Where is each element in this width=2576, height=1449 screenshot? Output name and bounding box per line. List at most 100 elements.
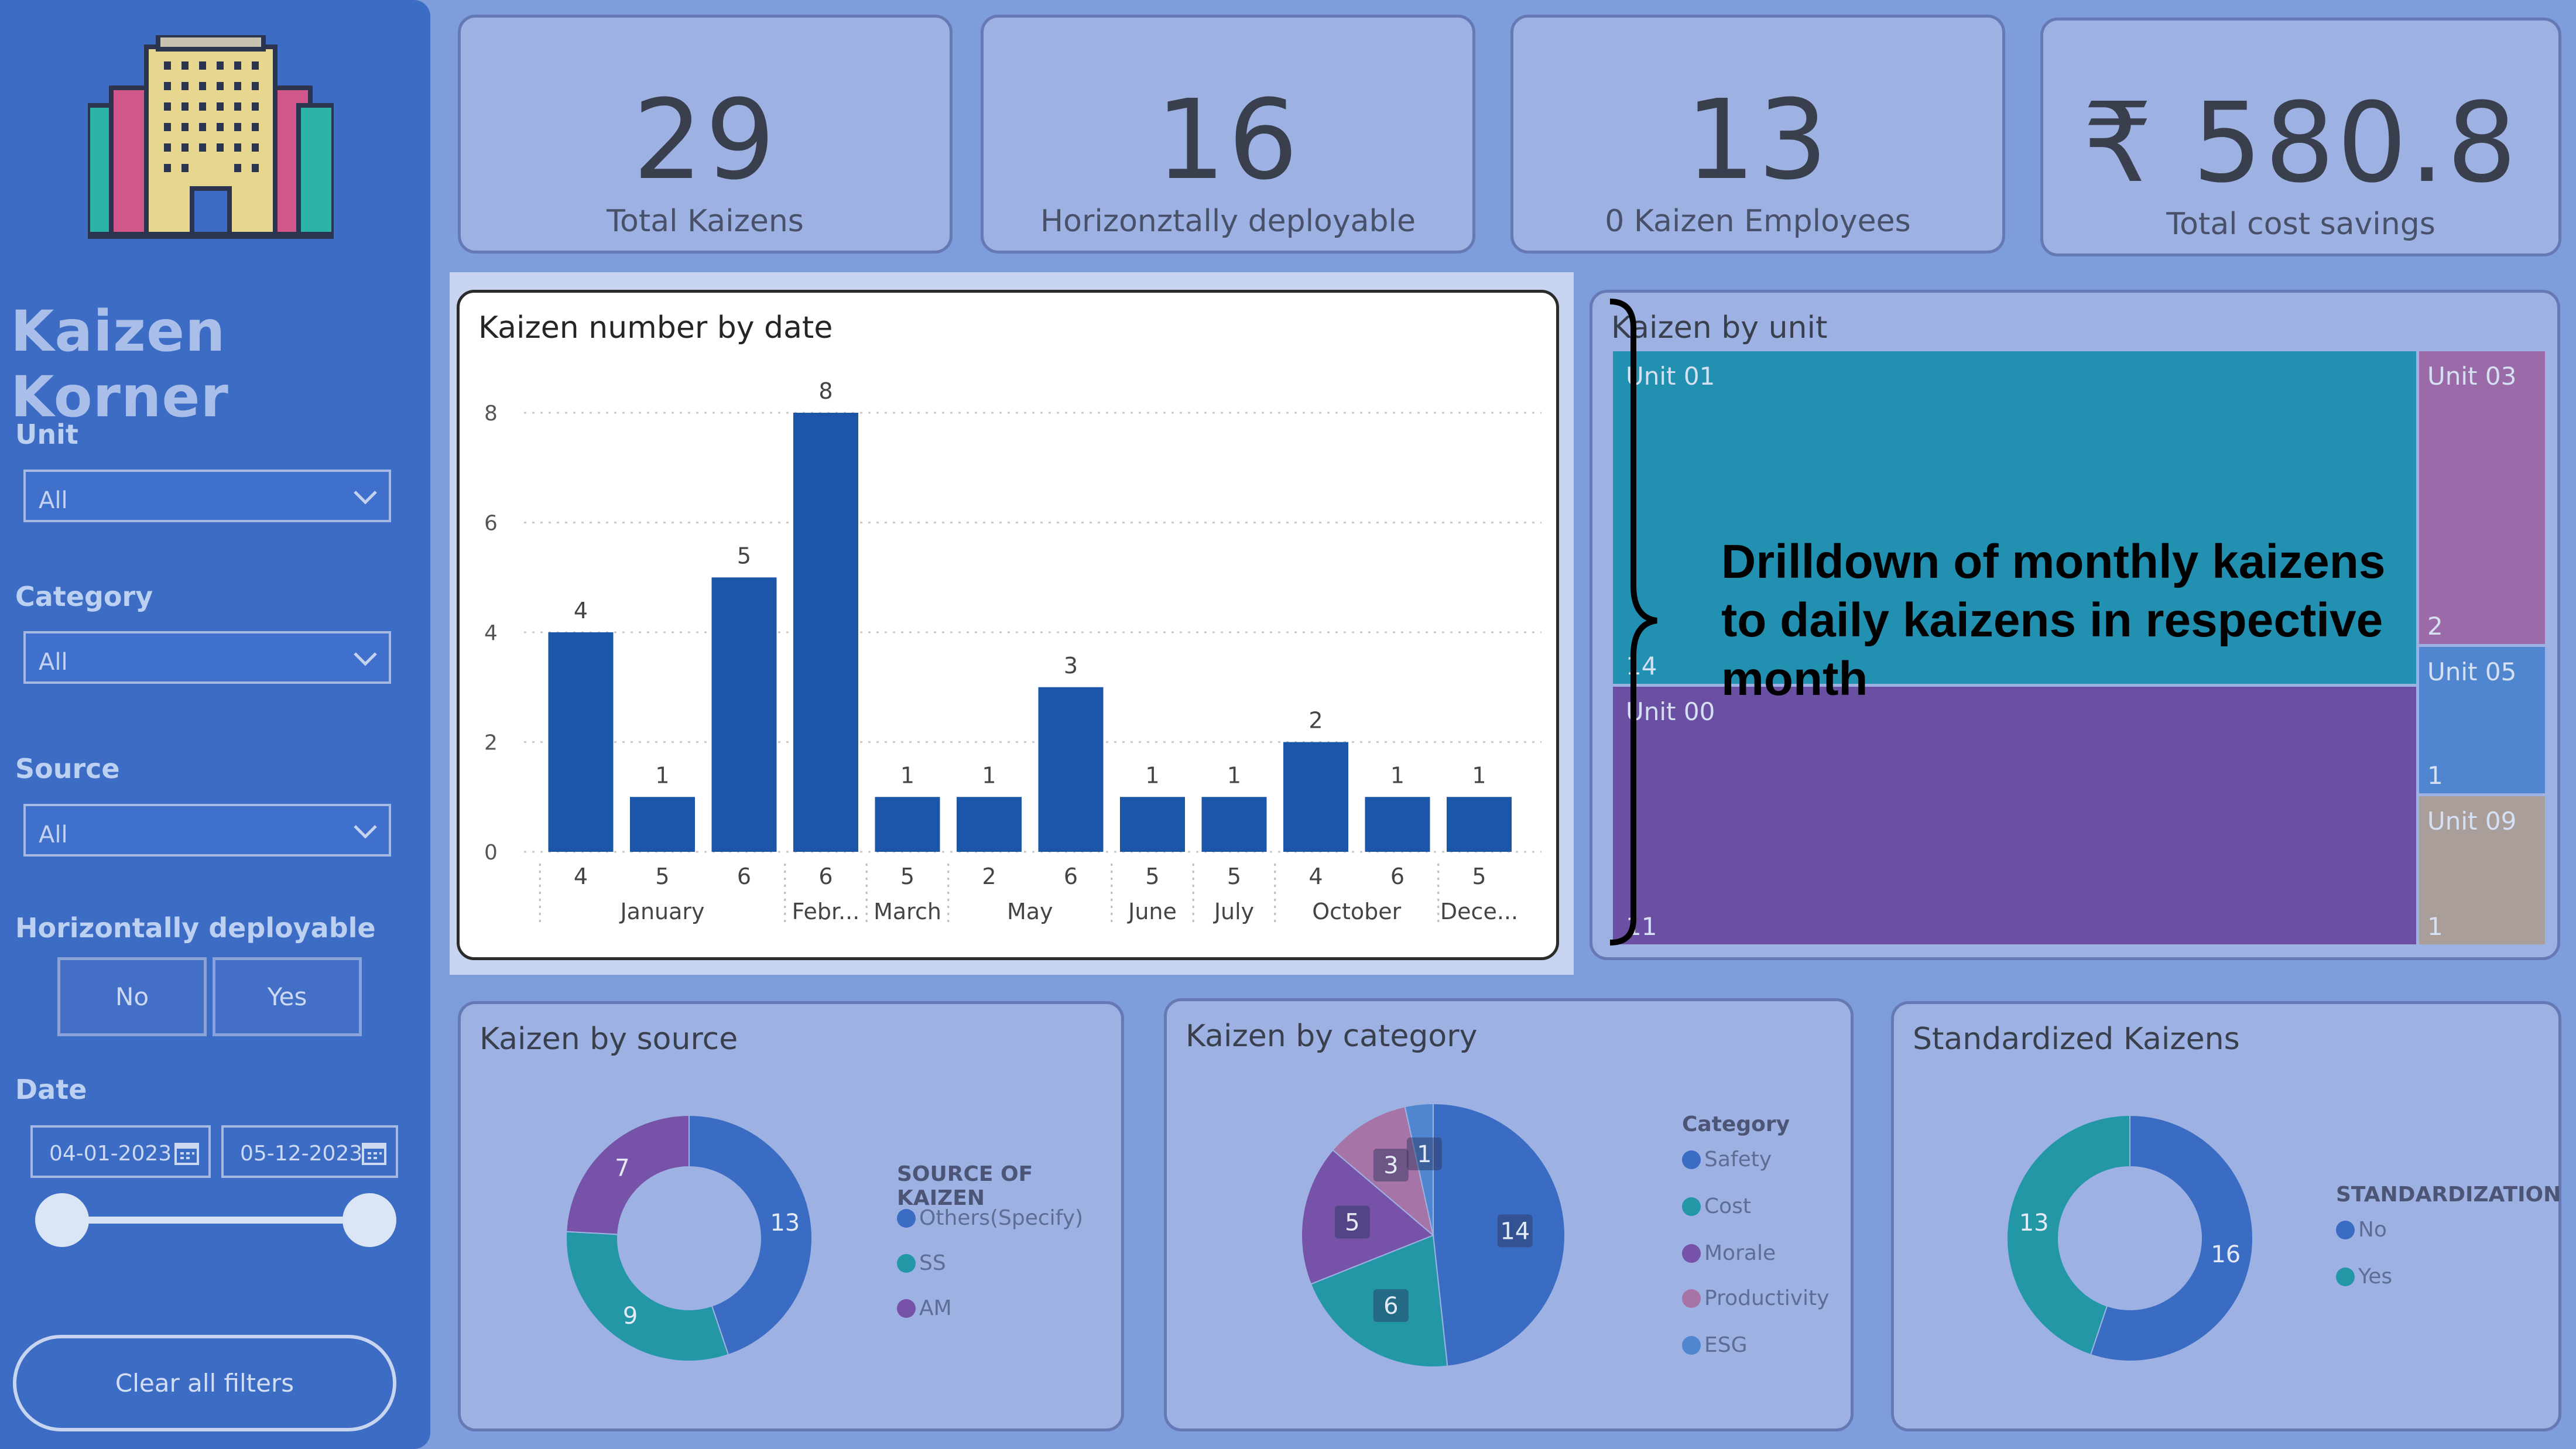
kpi-value: 29 xyxy=(632,76,778,204)
source-dropdown-value: All xyxy=(39,821,68,848)
end-date-input[interactable]: 05-12-2023 xyxy=(221,1125,398,1178)
bar-data-label: 1 xyxy=(1227,762,1241,788)
legend-label: SS xyxy=(919,1251,946,1275)
source-legend-title: SOURCE OF KAIZEN xyxy=(897,1162,1033,1210)
legend-item[interactable]: SS xyxy=(897,1251,946,1275)
treemap-cell-unit-01[interactable]: Unit 01 14 xyxy=(1613,351,2416,684)
date-slider-track[interactable] xyxy=(61,1217,369,1224)
legend-item[interactable]: Others(Specify) xyxy=(897,1206,1083,1230)
bar-data-label: 2 xyxy=(1308,708,1323,734)
legend-item[interactable]: Productivity xyxy=(1682,1286,1829,1310)
toggle-no[interactable]: No xyxy=(57,957,207,1036)
category-dropdown[interactable]: All xyxy=(23,631,391,684)
kpi-value: ₹ 580.8 xyxy=(2082,79,2519,207)
pie-slice xyxy=(1310,1234,1448,1368)
legend-dot xyxy=(1682,1150,1701,1169)
legend-item[interactable]: No xyxy=(2336,1218,2387,1242)
bar-data-label: 8 xyxy=(818,378,833,404)
annotation-brace-icon xyxy=(1609,299,1657,946)
source-filter-label: Source xyxy=(15,753,120,785)
x-month-label: June xyxy=(1127,899,1177,924)
app-title: Kaizen Korner xyxy=(11,299,229,430)
legend-item[interactable]: Safety xyxy=(1682,1147,1772,1171)
treemap-cell-unit-09[interactable]: Unit 09 1 xyxy=(2419,796,2545,944)
treemap-cell-value: 2 xyxy=(2427,612,2443,640)
slice-data-label: 7 xyxy=(615,1155,629,1181)
category-pie-chart[interactable]: 14 6 5 3 1 xyxy=(1167,1001,1851,1429)
treemap-cell-unit-05[interactable]: Unit 05 1 xyxy=(2419,647,2545,793)
x-day-label: 6 xyxy=(1390,864,1405,889)
legend-item[interactable]: AM xyxy=(897,1296,952,1320)
y-tick-label: 6 xyxy=(484,512,498,536)
slice-label-box xyxy=(1497,1214,1533,1248)
treemap-cell-unit-03[interactable]: Unit 03 2 xyxy=(2419,351,2545,644)
slice-data-label: 16 xyxy=(2211,1241,2241,1268)
x-day-label: 4 xyxy=(1308,864,1323,889)
bar-chart-card[interactable]: Kaizen number by date 0 2 4 6 8 4 4 1 5 5 6 8 6 1 5 1 2 3… xyxy=(457,290,1559,960)
clear-filters-button[interactable]: Clear all filters xyxy=(13,1335,396,1431)
kpi-value: 16 xyxy=(1155,76,1301,204)
standardized-chart-card: Standardized Kaizens 16 13 STANDARDIZATIO… xyxy=(1891,1001,2561,1431)
x-day-label: 5 xyxy=(1145,864,1159,889)
date-slider-start-handle[interactable] xyxy=(35,1193,89,1247)
legend-item[interactable]: Cost xyxy=(1682,1194,1751,1218)
legend-dot xyxy=(897,1299,916,1318)
x-month-label: January xyxy=(619,899,704,924)
bar xyxy=(1447,797,1512,852)
bar xyxy=(793,413,858,852)
bar-data-label: 4 xyxy=(574,598,588,624)
x-month-label: October xyxy=(1312,899,1401,924)
kpi-label: 0 Kaizen Employees xyxy=(1605,204,1911,239)
legend-item[interactable]: Yes xyxy=(2336,1265,2392,1289)
unit-dropdown[interactable]: All xyxy=(23,470,391,522)
date-slider-end-handle[interactable] xyxy=(342,1193,396,1247)
x-month-label: May xyxy=(1007,899,1053,924)
slice-data-label: 6 xyxy=(1383,1293,1398,1320)
legend-dot xyxy=(2336,1221,2355,1239)
treemap-cell-unit-00[interactable]: Unit 00 11 xyxy=(1613,687,2416,944)
y-tick-label: 4 xyxy=(484,621,498,645)
bar-data-label: 1 xyxy=(1145,762,1159,788)
bar xyxy=(1365,797,1430,852)
treemap-cell-name: Unit 05 xyxy=(2427,657,2517,686)
category-legend-title: Category xyxy=(1682,1112,1790,1136)
treemap-cell-name: Unit 09 xyxy=(2427,807,2517,835)
bar-chart[interactable]: 0 2 4 6 8 4 4 1 5 5 6 8 6 1 5 1 2 3 6 1 5 1 5 2 4 1 6 1 5 January Febr… xyxy=(460,293,1556,957)
chevron-down-icon xyxy=(354,491,377,505)
calendar-icon[interactable] xyxy=(361,1139,388,1166)
chevron-down-icon xyxy=(354,825,377,839)
legend-item[interactable]: Morale xyxy=(1682,1241,1776,1265)
treemap-cell-value: 1 xyxy=(2427,761,2443,790)
legend-label: AM xyxy=(919,1296,952,1320)
calendar-icon[interactable] xyxy=(173,1139,200,1166)
legend-label: Cost xyxy=(1704,1194,1752,1218)
standardized-chart-title: Standardized Kaizens xyxy=(1913,1022,2240,1057)
chevron-down-icon xyxy=(354,652,377,666)
toggle-yes[interactable]: Yes xyxy=(213,957,362,1036)
x-day-label: 5 xyxy=(1472,864,1486,889)
kpi-label: Total cost savings xyxy=(2166,207,2435,242)
pie-slice xyxy=(566,1231,729,1362)
building-logo-icon xyxy=(88,35,334,239)
x-month-label: March xyxy=(873,899,941,924)
filter-sidebar: Kaizen Korner Unit All Category All Sour… xyxy=(0,0,430,1449)
legend-label: Yes xyxy=(2358,1265,2393,1289)
bar-chart-title: Kaizen number by date xyxy=(478,310,833,345)
bar-data-label: 1 xyxy=(1472,762,1486,788)
start-date-value: 04-01-2023 xyxy=(49,1142,172,1166)
bar xyxy=(1201,797,1267,852)
start-date-input[interactable]: 04-01-2023 xyxy=(30,1125,211,1178)
source-chart-card: Kaizen by source 13 9 7 SOURCE OF KAIZEN O… xyxy=(458,1001,1124,1431)
source-donut-chart[interactable]: 13 9 7 xyxy=(461,1004,1121,1429)
bar-data-label: 1 xyxy=(900,762,914,788)
source-dropdown[interactable]: All xyxy=(23,804,391,857)
bar xyxy=(875,797,940,852)
legend-dot xyxy=(897,1209,916,1228)
slice-data-label: 13 xyxy=(2019,1210,2049,1236)
legend-item[interactable]: ESG xyxy=(1682,1333,1748,1357)
unit-dropdown-value: All xyxy=(39,487,68,514)
unit-filter-label: Unit xyxy=(15,419,78,450)
bar xyxy=(1120,797,1185,852)
bar xyxy=(630,797,695,852)
